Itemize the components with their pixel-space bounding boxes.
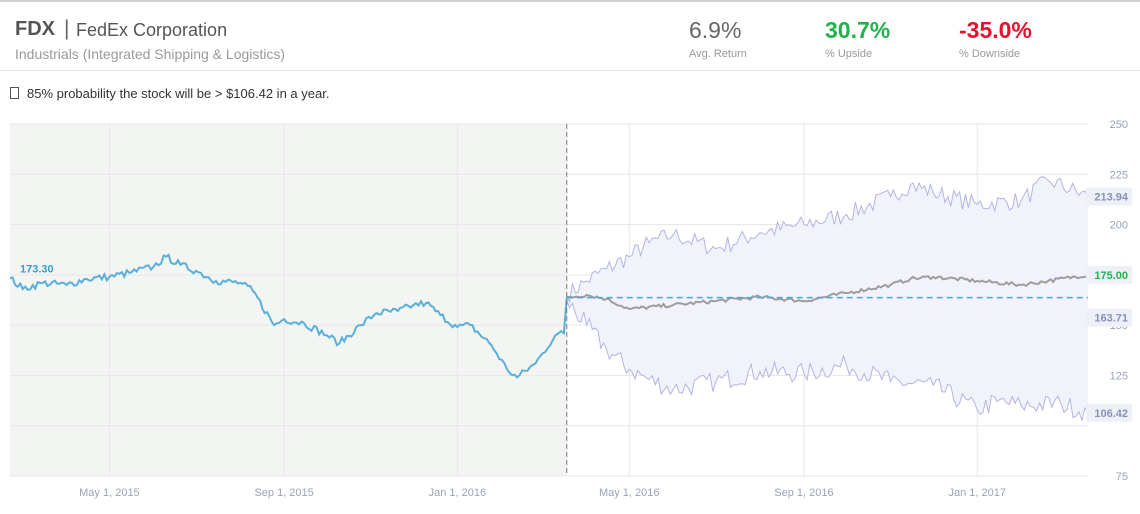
start-price-label: 173.30 <box>20 263 54 275</box>
x-tick-label: May 1, 2015 <box>79 487 140 499</box>
y-tick-label: 125 <box>1110 370 1128 382</box>
x-tick-label: Jan 1, 2016 <box>429 487 487 499</box>
current-price-label-bg <box>1086 308 1132 327</box>
avg-return-label: Avg. Return <box>689 48 747 60</box>
missing-glyph-icon <box>10 87 19 99</box>
lower-end-label-bg <box>1086 403 1132 422</box>
x-tick-label: Jan 1, 2017 <box>948 487 1006 499</box>
title-separator: | <box>64 17 70 40</box>
x-tick-label: Sep 1, 2016 <box>774 487 833 499</box>
ticker-symbol: FDX <box>15 18 55 40</box>
y-tick-label: 250 <box>1110 119 1128 131</box>
upside-value: 30.7% <box>825 17 891 43</box>
forecast-band <box>566 176 1088 421</box>
upper-end-label-bg <box>1086 187 1132 206</box>
current-price-label: 163.71 <box>1094 313 1128 325</box>
median-end-label-bg <box>1086 265 1132 284</box>
downside-value: -35.0% <box>959 17 1032 43</box>
company-name: FedEx Corporation <box>76 20 228 40</box>
avg-return-value: 6.9% <box>689 17 742 43</box>
x-tick-label: Sep 1, 2015 <box>254 487 313 499</box>
upside-stat: 30.7% % Upside <box>825 16 890 60</box>
x-tick-label: May 1, 2016 <box>599 487 660 499</box>
y-tick-label: 75 <box>1116 471 1128 483</box>
median-forecast-line <box>566 274 1089 311</box>
lower-end-label: 106.42 <box>1094 408 1128 420</box>
lower-bound-line <box>566 300 1089 423</box>
top-rule <box>0 0 1140 2</box>
avg-return-stat: 6.9% Avg. Return <box>689 16 747 60</box>
y-tick-label: 200 <box>1110 220 1128 232</box>
upper-bound-line <box>566 176 1089 304</box>
probability-text: 85% probability the stock will be > $106… <box>27 86 330 101</box>
y-tick-label: 225 <box>1110 169 1128 181</box>
probability-statement: 85% probability the stock will be > $106… <box>10 86 329 101</box>
header-bar: FDX | FedEx Corporation Industrials (Int… <box>0 2 1140 71</box>
downside-stat: -35.0% % Downside <box>959 16 1032 60</box>
upside-label: % Upside <box>825 48 873 60</box>
history-shade <box>10 124 567 476</box>
downside-label: % Downside <box>959 48 1021 60</box>
sector-label: Industrials (Integrated Shipping & Logis… <box>15 46 286 62</box>
upper-end-label: 213.94 <box>1094 192 1129 204</box>
median-end-label: 175.00 <box>1094 270 1128 282</box>
history-price-line <box>9 253 568 379</box>
